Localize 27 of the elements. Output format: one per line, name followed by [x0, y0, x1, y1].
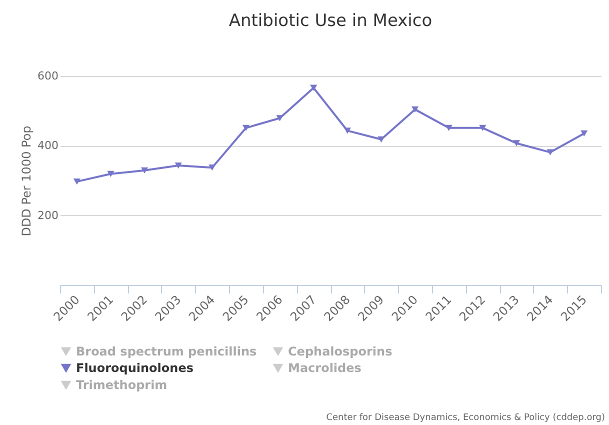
point — [276, 115, 284, 122]
point — [174, 162, 182, 169]
point — [580, 130, 588, 137]
text: Center for Disease Dynamics, Economics & Policy (cddep.org) — [326, 413, 605, 423]
point — [73, 178, 80, 185]
point — [378, 136, 385, 142]
point — [310, 84, 318, 91]
chart-title: Antibiotic Use in Mexico — [228, 11, 432, 31]
point — [411, 106, 419, 112]
legend-label: Cephalosporins — [288, 344, 392, 358]
y-tick-label: 600 — [38, 70, 58, 82]
point — [512, 140, 520, 146]
point — [140, 167, 148, 174]
legend-label: Macrolides — [288, 361, 362, 375]
y-tick-label: 400 — [38, 139, 58, 152]
point — [242, 124, 250, 131]
y-tick-label: 200 — [38, 208, 58, 222]
point — [546, 149, 554, 156]
point — [208, 164, 216, 171]
point — [107, 170, 114, 177]
point — [479, 124, 486, 131]
legend-label: Trimethoprim — [76, 378, 168, 392]
point — [445, 124, 452, 131]
y-axis-title: DDD Per 1000 Pop — [20, 126, 34, 236]
legend-label: Broad spectrum penicillins — [76, 344, 257, 358]
legend-label: Fluoroquinolones — [76, 361, 194, 375]
point — [344, 128, 351, 134]
